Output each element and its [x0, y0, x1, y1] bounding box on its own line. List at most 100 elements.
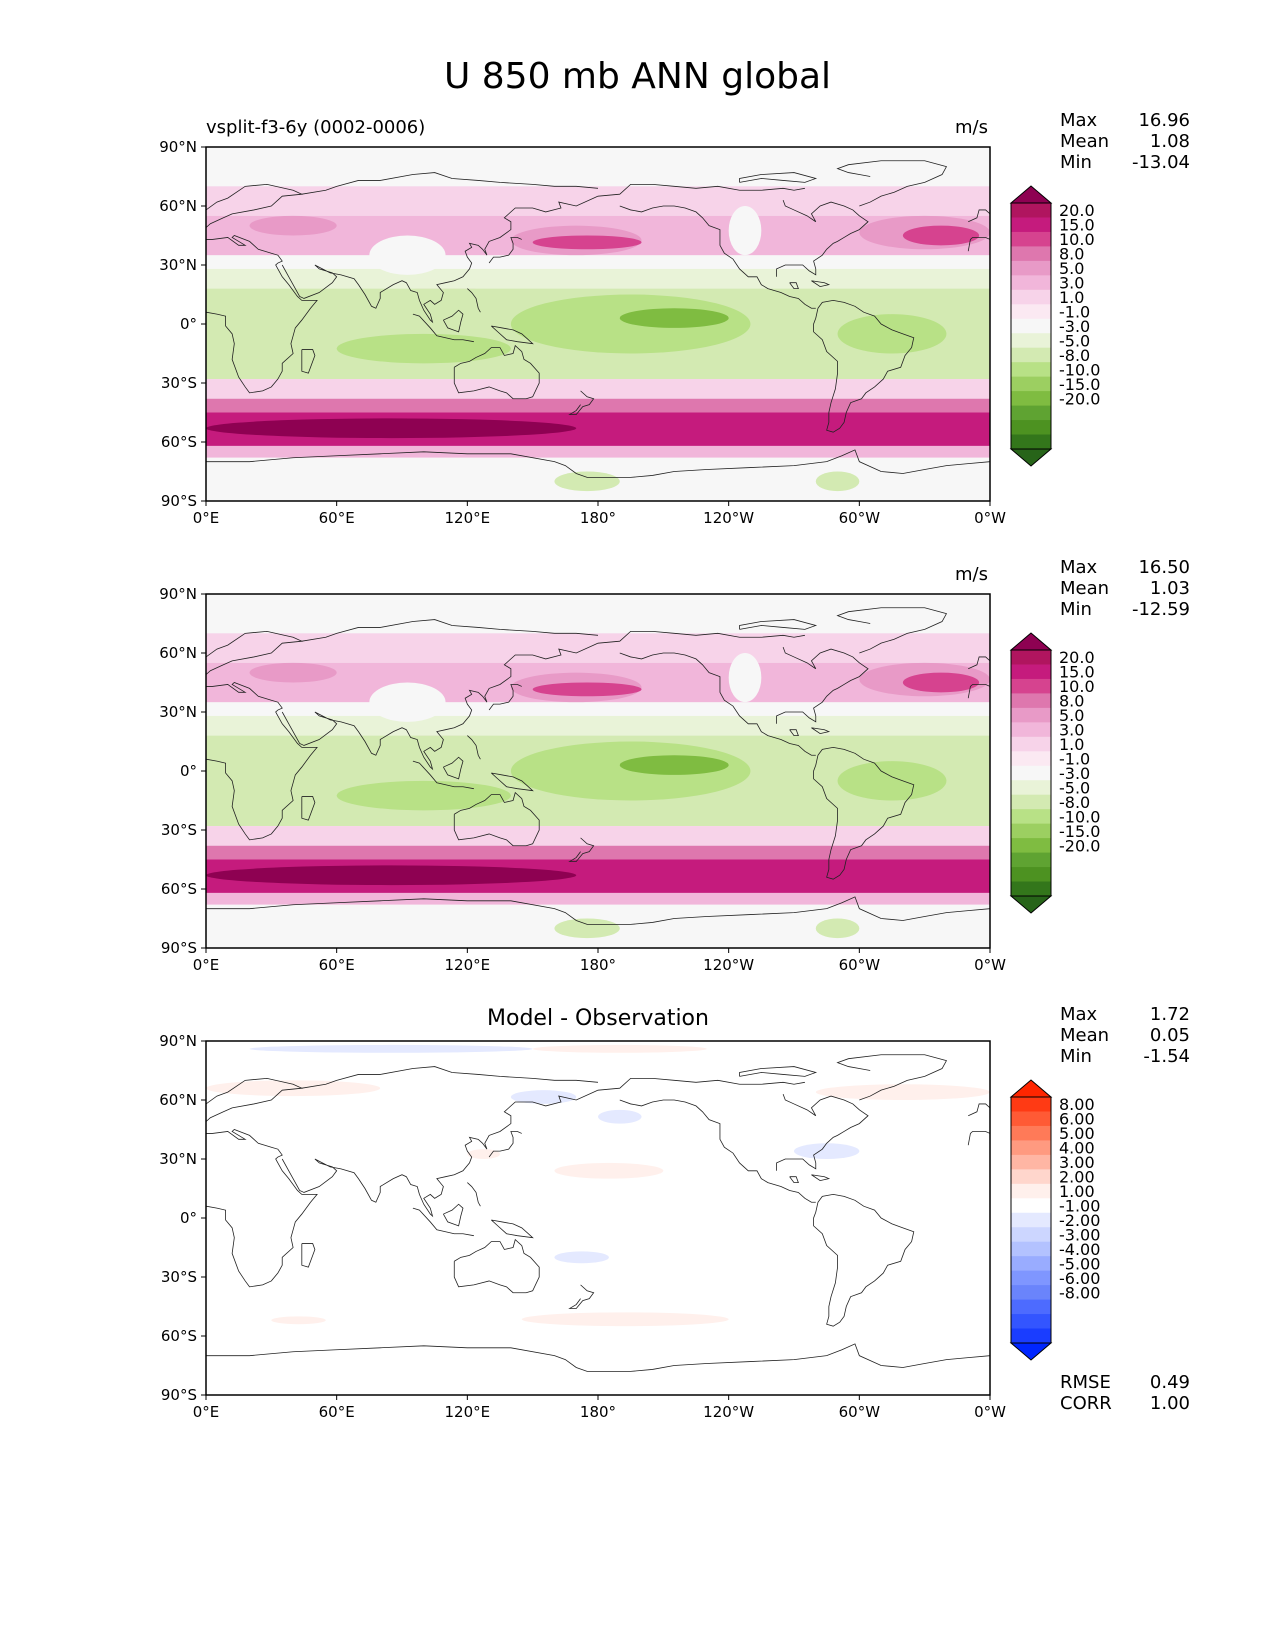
coastline	[301, 619, 599, 642]
coastline	[491, 772, 534, 792]
colorbar-band	[1011, 751, 1051, 767]
contour-region	[794, 1143, 860, 1159]
colorbar-band	[1011, 881, 1051, 897]
coastline	[968, 209, 990, 223]
x-tick-label: 60°W	[839, 509, 881, 527]
x-tick-label: 180°	[580, 1403, 616, 1421]
colorbar-label: -1.00	[1059, 1197, 1100, 1216]
colorbar-label: 15.0	[1059, 216, 1095, 235]
coastline	[967, 1131, 990, 1146]
colorbar-label: 8.00	[1059, 1095, 1095, 1114]
contour-region	[206, 633, 990, 663]
contour-region	[369, 235, 446, 275]
colorbar-band	[1011, 650, 1051, 665]
colorbar-label: -10.0	[1059, 360, 1100, 379]
coastline	[488, 237, 522, 264]
coastline	[776, 1093, 869, 1171]
coastline	[206, 1343, 990, 1372]
contour-region	[336, 333, 511, 364]
coastline	[412, 313, 474, 343]
contour-region	[206, 1080, 381, 1097]
coastline	[813, 1193, 915, 1327]
coastline	[488, 1131, 522, 1158]
y-tick-label: 30°S	[161, 1268, 197, 1286]
y-tick-label: 90°N	[159, 1032, 197, 1050]
y-tick-label: 60°N	[159, 644, 197, 662]
coastline	[811, 727, 831, 735]
colorbar-band	[1011, 420, 1051, 436]
colorbar-band	[1011, 693, 1051, 709]
colorbar-band	[1011, 1125, 1051, 1141]
colorbar-label: 6.00	[1059, 1110, 1095, 1129]
contour-region	[249, 1044, 533, 1053]
coastline	[206, 896, 990, 925]
colorbar-band	[1011, 289, 1051, 305]
contour-region	[206, 268, 990, 289]
colorbar-extend-bottom	[1009, 1342, 1053, 1361]
colorbar-band	[1011, 838, 1051, 854]
contour-region	[271, 1316, 326, 1325]
coastline	[491, 1219, 534, 1239]
coastline	[467, 1182, 481, 1207]
contour-region	[510, 1090, 577, 1104]
colorbar-band	[1011, 231, 1051, 247]
colorbar-band	[1011, 347, 1051, 363]
coastline	[789, 729, 799, 737]
coastline	[206, 1077, 304, 1122]
y-tick-label: 60°N	[159, 197, 197, 215]
colorbar-band	[1011, 1241, 1051, 1257]
colorbar-label: -10.0	[1059, 807, 1100, 826]
map-plot: 0°E 60°E 120°E 180° 120°W 60°W 0°W 90°N 60°N 30°N…	[159, 585, 1100, 974]
coastline	[776, 199, 869, 277]
coastline	[467, 288, 481, 313]
x-tick-label: 0°E	[193, 509, 220, 527]
y-tick-label: 0°	[180, 1209, 197, 1227]
y-tick-label: 60°S	[161, 880, 197, 898]
colorbar-band	[1011, 333, 1051, 349]
map-plot: 0°E 60°E 120°E 180° 120°W 60°W 0°W 90°N 60°N 30°N…	[159, 1032, 1100, 1421]
y-tick-label: 90°S	[161, 1386, 197, 1404]
contour-region	[206, 892, 990, 905]
colorbar-label: -2.00	[1059, 1211, 1100, 1230]
colorbar-label: -5.0	[1059, 331, 1090, 350]
contour-region	[598, 1109, 642, 1124]
x-tick-label: 0°W	[974, 956, 1006, 974]
coastline	[568, 1284, 595, 1309]
y-tick-label: 90°S	[161, 492, 197, 510]
colorbar-band	[1011, 780, 1051, 796]
colorbar-band	[1011, 765, 1051, 781]
contour-region	[369, 682, 446, 722]
colorbar-band	[1011, 794, 1051, 810]
coastline	[206, 183, 304, 228]
contour-region	[249, 662, 337, 683]
x-tick-label: 60°E	[319, 509, 355, 527]
colorbar-frame	[1010, 202, 1052, 450]
coastline	[789, 282, 799, 290]
colorbar-band	[1011, 1183, 1051, 1199]
y-tick-label: 90°S	[161, 939, 197, 957]
colorbar-extend-bottom	[1009, 448, 1053, 467]
colorbar-band	[1011, 809, 1051, 825]
coastline	[739, 172, 818, 183]
coastline	[813, 299, 915, 433]
coastline	[597, 183, 805, 197]
colorbar-band	[1011, 867, 1051, 883]
coastline	[301, 1243, 316, 1268]
colorbar-label: -1.0	[1059, 303, 1090, 322]
colorbar-band	[1011, 1154, 1051, 1170]
colorbar-band	[1011, 707, 1051, 723]
x-tick-label: 0°E	[193, 1403, 220, 1421]
coastline	[453, 791, 540, 847]
colorbar-band	[1011, 434, 1051, 450]
colorbar-band	[1011, 1270, 1051, 1286]
y-tick-label: 60°S	[161, 433, 197, 451]
map-plot: 0°E 60°E 120°E 180° 120°W 60°W 0°W 90°N 60°N 30°N…	[159, 138, 1100, 527]
colorbar-label: 20.0	[1059, 201, 1095, 220]
contour-region	[554, 1162, 664, 1179]
coastline	[443, 756, 464, 780]
y-tick-label: 30°N	[159, 703, 197, 721]
contour-region	[728, 653, 762, 703]
panel-diff: Model - Observation Max 1.72 Mean 0.05 Min…	[0, 1004, 1275, 1474]
colorbar-band	[1011, 1227, 1051, 1243]
coastline	[968, 656, 990, 670]
